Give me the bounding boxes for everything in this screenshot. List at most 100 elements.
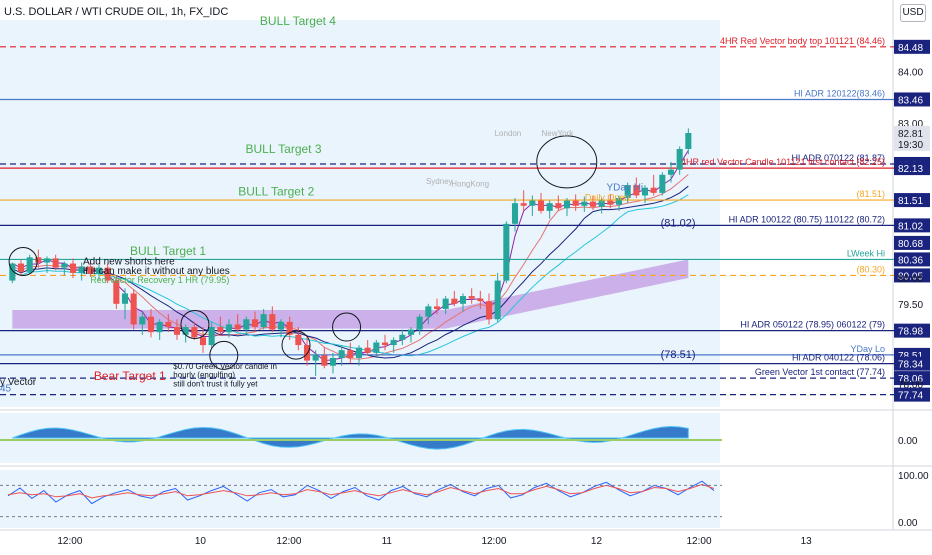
price-tag-bg xyxy=(894,356,930,371)
candle-body xyxy=(9,263,16,281)
time-axis-label: 12:00 xyxy=(686,536,711,547)
price-tag-bg xyxy=(894,193,930,208)
chart-annotation: HongKong xyxy=(451,180,489,189)
price-tag-bg xyxy=(894,323,930,338)
candle-body xyxy=(329,357,337,366)
candle-body xyxy=(104,267,111,281)
candle-body xyxy=(381,342,389,346)
price-axis-label: 78.34 xyxy=(898,360,923,371)
time-axis-label: 12:00 xyxy=(276,536,301,547)
candle-body xyxy=(182,327,189,335)
candle-body xyxy=(43,258,51,263)
candle-body xyxy=(217,327,224,333)
price-axis-label: 81.51 xyxy=(898,196,923,207)
candle-body xyxy=(650,187,657,193)
candle-body xyxy=(399,334,406,340)
level-label: 4HR red Vector Candle 101121 first conta… xyxy=(681,157,885,167)
candle-body xyxy=(95,267,103,274)
price-tag-bg xyxy=(894,218,930,233)
highlight-circle xyxy=(281,330,311,360)
candle-body xyxy=(312,355,319,361)
level-label: Green Vector 1st contact (77.74) xyxy=(755,367,885,377)
price-tag-bg xyxy=(894,126,930,141)
candle-body xyxy=(121,293,129,304)
price-axis-label: 79.50 xyxy=(898,300,923,311)
chart-annotation: y Vector xyxy=(0,377,37,388)
chart-annotation: BULL Target 4 xyxy=(260,14,336,28)
osc2-axis-label: 0.00 xyxy=(898,518,918,529)
price-tag-bg xyxy=(894,161,930,176)
candle-body xyxy=(286,321,293,335)
osc2-pane-bg xyxy=(0,470,722,528)
price-tag-bg xyxy=(894,252,930,267)
chart-annotation: Sydney xyxy=(426,177,453,186)
price-axis-label: 82.81 xyxy=(898,129,923,140)
price-axis-label: 84.48 xyxy=(898,43,923,54)
candle-body xyxy=(78,266,85,273)
price-axis-label: 78.00 xyxy=(898,380,923,391)
candle-body xyxy=(546,203,553,211)
chart-annotation: BULL Target 3 xyxy=(245,142,321,156)
candle-body xyxy=(69,263,77,273)
price-tag-bg xyxy=(894,39,930,54)
chart-annotation: (78.51) xyxy=(661,349,696,361)
candle-body xyxy=(191,327,198,338)
price-tag-bg xyxy=(894,387,930,402)
candle-body xyxy=(563,200,571,209)
candle-body xyxy=(373,342,380,353)
candle-body xyxy=(485,301,493,320)
candle-body xyxy=(165,321,172,328)
candle-body xyxy=(589,201,597,207)
time-axis-label: 13 xyxy=(801,536,813,547)
level-label: HI ADR 120122(83.46) xyxy=(794,88,885,98)
candle-body xyxy=(52,258,59,268)
candle-body xyxy=(295,334,302,346)
candle-body xyxy=(659,174,666,193)
candle-body xyxy=(615,198,623,205)
level-label: HI ADR 100122 (80.75) 110122 (80.72) xyxy=(729,214,885,224)
candle-body xyxy=(225,324,233,333)
candle-body xyxy=(667,169,675,175)
level-label: Hi ADR 040122 (78.06) xyxy=(792,353,885,363)
candle-body xyxy=(459,296,467,304)
price-axis-label: 78.51 xyxy=(898,351,923,362)
candle-body xyxy=(555,203,562,209)
currency-button[interactable]: USD xyxy=(900,4,926,22)
price-axis-label: 80.05 xyxy=(898,271,923,282)
price-axis-label: 80.68 xyxy=(898,239,923,250)
highlight-circle xyxy=(536,135,598,189)
candle-body xyxy=(537,200,545,211)
candle-body xyxy=(234,324,241,330)
candle-body xyxy=(61,263,68,268)
candle-body xyxy=(624,185,631,199)
candle-body xyxy=(503,223,510,281)
candle-body xyxy=(303,345,311,361)
candle-body xyxy=(390,339,397,346)
price-tag-bg xyxy=(894,371,930,386)
level-label: HI ADR 070122 (81.87) xyxy=(791,153,885,163)
candle-body xyxy=(347,350,354,358)
price-axis-label: 83.00 xyxy=(898,119,923,130)
candle-body xyxy=(139,316,146,325)
price-tag-bg xyxy=(894,268,930,283)
oscillator2-red-line xyxy=(7,483,715,499)
level-label: (80.30) xyxy=(856,264,885,274)
oscillator1-area xyxy=(12,425,689,450)
chart-annotation: YDay Hi xyxy=(606,182,643,193)
level-label: (81.51) xyxy=(856,189,885,199)
candle-body xyxy=(35,257,42,263)
candle-body xyxy=(173,327,181,335)
candle-body xyxy=(243,319,250,330)
candle-body xyxy=(208,327,215,346)
osc1-axis-label: 0.00 xyxy=(898,436,918,447)
time-axis-label: 12:00 xyxy=(481,536,506,547)
osc2-axis-label: 100.00 xyxy=(898,471,929,482)
candle-body xyxy=(641,187,649,196)
highlight-circle xyxy=(180,309,210,339)
candle-body xyxy=(468,296,475,299)
candle-body xyxy=(277,321,285,330)
candle-body xyxy=(355,347,363,358)
chart-annotation: (81.02) xyxy=(661,217,696,229)
